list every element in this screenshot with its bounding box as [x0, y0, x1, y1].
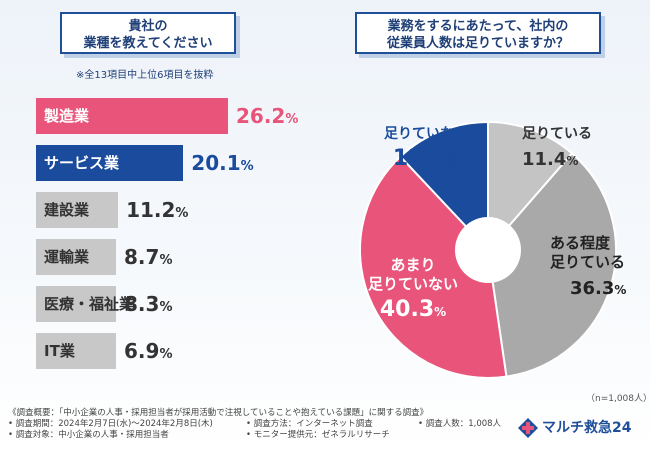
- bar-value-1: 20.1%: [191, 151, 254, 175]
- bar-label-1: サービス業: [44, 154, 120, 172]
- bar-3: 運輸業: [36, 239, 116, 275]
- bar-label-4: 医療・福祉業: [44, 295, 135, 313]
- pie-value-2: 36.3%: [570, 278, 626, 299]
- pie-value-unit-2: %: [614, 283, 626, 297]
- pie-label-3-line-1: 足りていない: [368, 275, 458, 293]
- pie-label-1-line-0: 足りている: [522, 126, 592, 142]
- pie-label-2-line-0: ある程度: [550, 234, 611, 252]
- pie-center-hole: [455, 217, 521, 283]
- survey-target: • 調査対象：中小企業の人事・採用担当者: [8, 430, 169, 440]
- pie-label-0-line-0: 足りていない: [384, 126, 468, 142]
- brand-logo: マルチ救急24: [518, 416, 646, 440]
- pie-value-1: 11.4%: [522, 149, 578, 170]
- industry-question: 貴社の 業種を教えてください: [60, 12, 236, 54]
- pie-slice-2: [486, 152, 617, 378]
- bar-2: 建設業: [36, 192, 119, 228]
- pie-label-3-line-0: あまり: [390, 256, 435, 274]
- pie-label-2-line-1: 足りている: [550, 253, 625, 271]
- survey-period: • 調査期間：2024年2月7日(水)～2024年2月8日(木): [8, 419, 213, 429]
- staffing-question-line2: 従業員人数は足りていますか？: [386, 36, 569, 51]
- bar-value-unit-0: %: [285, 112, 299, 127]
- brand-logo-text: マルチ救急24: [542, 420, 632, 436]
- bar-value-4: 8.3%: [124, 292, 173, 316]
- industry-question-line2: 業種を教えてください: [83, 36, 213, 51]
- pie-value-unit-1: %: [566, 154, 578, 168]
- pie-slice-3: [359, 155, 508, 379]
- bar-value-0: 26.2%: [236, 104, 299, 128]
- bar-label-5: IT業: [44, 342, 75, 360]
- sample-size-note: （n=1,008人）: [586, 394, 650, 404]
- bar-4: 医療・福祉業: [36, 286, 134, 322]
- survey-overview: 《調査概要：「中小企業の人事・採用担当者が採用活動で注視していることや抱えている…: [8, 408, 429, 418]
- bar-value-unit-2: %: [175, 206, 189, 221]
- bar-label-3: 運輸業: [44, 248, 90, 266]
- bar-value-2: 11.2%: [126, 198, 189, 222]
- survey-method: • 調査方法：インターネット調査: [246, 419, 373, 429]
- pie-value-unit-3: %: [434, 305, 446, 319]
- bar-value-unit-1: %: [240, 159, 254, 174]
- bar-0: 製造業: [36, 98, 228, 134]
- bar-value-unit-5: %: [159, 347, 173, 362]
- selection-note: ※全13項目中上位6項目を抜粋: [76, 70, 214, 81]
- bar-value-unit-4: %: [159, 300, 173, 315]
- bar-value-unit-3: %: [159, 253, 173, 268]
- survey-count: • 調査人数：1,008人: [418, 419, 502, 429]
- bar-value-5: 6.9%: [124, 339, 173, 363]
- pie-value-unit-0: %: [447, 154, 459, 168]
- brand-logo-icon: [518, 418, 538, 438]
- bar-1: サービス業: [36, 145, 184, 181]
- bar-label-0: 製造業: [44, 107, 90, 125]
- pie-slice-1: [487, 120, 574, 253]
- bar-5: IT業: [36, 333, 116, 369]
- industry-question-line1: 貴社の: [128, 19, 168, 34]
- staffing-question: 業務をするにあたって、社内の 従業員人数は足りていますか？: [355, 12, 601, 54]
- bar-label-2: 建設業: [44, 201, 90, 219]
- bar-value-3: 8.7%: [124, 245, 173, 269]
- staffing-question-line1: 業務をするにあたって、社内の: [387, 19, 569, 34]
- survey-provider: • モニター提供元：ゼネラルリサーチ: [246, 430, 390, 440]
- pie-slice-0: [398, 120, 489, 253]
